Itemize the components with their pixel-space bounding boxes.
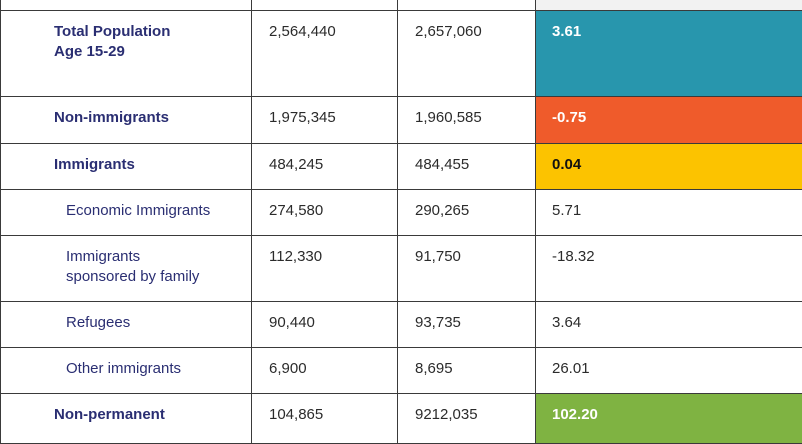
value-a-cell: 484,245 <box>252 144 398 190</box>
value-b: 8,695 <box>415 360 453 377</box>
value-b: 290,265 <box>415 202 469 219</box>
value-b-cell: 93,735 <box>398 302 536 348</box>
value-b: 1,960,585 <box>415 109 482 126</box>
header-cell <box>1 0 252 11</box>
row-label-line2: Age 15-29 <box>54 43 125 60</box>
table-row-non-immigrants: Non-immigrants 1,975,345 1,960,585 -0.75 <box>1 97 802 144</box>
row-label-cell: Non-immigrants <box>1 97 252 144</box>
value-b-cell: 484,455 <box>398 144 536 190</box>
value-b: 2,657,060 <box>415 23 482 40</box>
value-a-cell: 274,580 <box>252 190 398 236</box>
row-label-cell: Immigrants sponsored by family <box>1 236 252 302</box>
row-label-cell: Other immigrants <box>1 348 252 394</box>
value-a-cell: 1,975,345 <box>252 97 398 144</box>
pct-change-cell: -18.32 <box>536 236 802 302</box>
value-b-cell: 2,657,060 <box>398 11 536 97</box>
pct-change: 102.20 <box>552 406 598 423</box>
table-row-total-population: Total Population Age 15-29 2,564,440 2,6… <box>1 11 802 97</box>
table-row-immigrants: Immigrants 484,245 484,455 0.04 <box>1 144 802 190</box>
value-b-cell: 290,265 <box>398 190 536 236</box>
row-label: Immigrants <box>54 156 135 173</box>
pct-change-cell: 26.01 <box>536 348 802 394</box>
value-a: 90,440 <box>269 314 315 331</box>
pct-change-cell: 5.71 <box>536 190 802 236</box>
table-row-refugees: Refugees 90,440 93,735 3.64 <box>1 302 802 348</box>
value-a: 104,865 <box>269 406 323 423</box>
value-b-cell: 8,695 <box>398 348 536 394</box>
pct-change: 3.61 <box>552 23 581 40</box>
row-label: Economic Immigrants <box>66 202 210 219</box>
header-cell <box>252 0 398 11</box>
table-row-other-immigrants: Other immigrants 6,900 8,695 26.01 <box>1 348 802 394</box>
value-a: 6,900 <box>269 360 307 377</box>
pct-change: 0.04 <box>552 156 581 173</box>
value-b-cell: 1,960,585 <box>398 97 536 144</box>
value-a-cell: 112,330 <box>252 236 398 302</box>
row-label: Total Population <box>54 23 170 40</box>
table-header-row <box>1 0 802 11</box>
value-a-cell: 2,564,440 <box>252 11 398 97</box>
header-cell <box>398 0 536 11</box>
value-b: 93,735 <box>415 314 461 331</box>
header-cell <box>536 0 802 11</box>
value-a-cell: 90,440 <box>252 302 398 348</box>
value-a: 112,330 <box>269 248 322 265</box>
value-b: 484,455 <box>415 156 469 173</box>
table-row-economic-immigrants: Economic Immigrants 274,580 290,265 5.71 <box>1 190 802 236</box>
row-label-cell: Non-permanent <box>1 394 252 444</box>
row-label: Immigrants <box>66 248 140 265</box>
table-row-non-permanent: Non-permanent 104,865 9212,035 102.20 <box>1 394 802 444</box>
row-label: Refugees <box>66 314 130 331</box>
row-label-cell: Economic Immigrants <box>1 190 252 236</box>
row-label-cell: Total Population Age 15-29 <box>1 11 252 97</box>
pct-change: 3.64 <box>552 314 581 331</box>
value-b: 91,750 <box>415 248 461 265</box>
row-label-line2: sponsored by family <box>66 268 199 285</box>
pct-change: -0.75 <box>552 109 586 126</box>
pct-change-cell: 3.64 <box>536 302 802 348</box>
pct-change: -18.32 <box>552 248 595 265</box>
value-a-cell: 104,865 <box>252 394 398 444</box>
pct-change-cell: 0.04 <box>536 144 802 190</box>
pct-change-cell: -0.75 <box>536 97 802 144</box>
row-label: Non-permanent <box>54 406 165 423</box>
pct-change-cell: 102.20 <box>536 394 802 444</box>
value-a: 1,975,345 <box>269 109 336 126</box>
value-a: 274,580 <box>269 202 323 219</box>
table-row-family-sponsored: Immigrants sponsored by family 112,330 9… <box>1 236 802 302</box>
row-label-cell: Refugees <box>1 302 252 348</box>
value-a: 2,564,440 <box>269 23 336 40</box>
value-a-cell: 6,900 <box>252 348 398 394</box>
row-label: Other immigrants <box>66 360 181 377</box>
value-b: 9212,035 <box>415 406 478 423</box>
pct-change: 26.01 <box>552 360 590 377</box>
value-b-cell: 9212,035 <box>398 394 536 444</box>
value-b-cell: 91,750 <box>398 236 536 302</box>
pct-change-cell: 3.61 <box>536 11 802 97</box>
row-label: Non-immigrants <box>54 109 169 126</box>
value-a: 484,245 <box>269 156 323 173</box>
row-label-cell: Immigrants <box>1 144 252 190</box>
pct-change: 5.71 <box>552 202 581 219</box>
